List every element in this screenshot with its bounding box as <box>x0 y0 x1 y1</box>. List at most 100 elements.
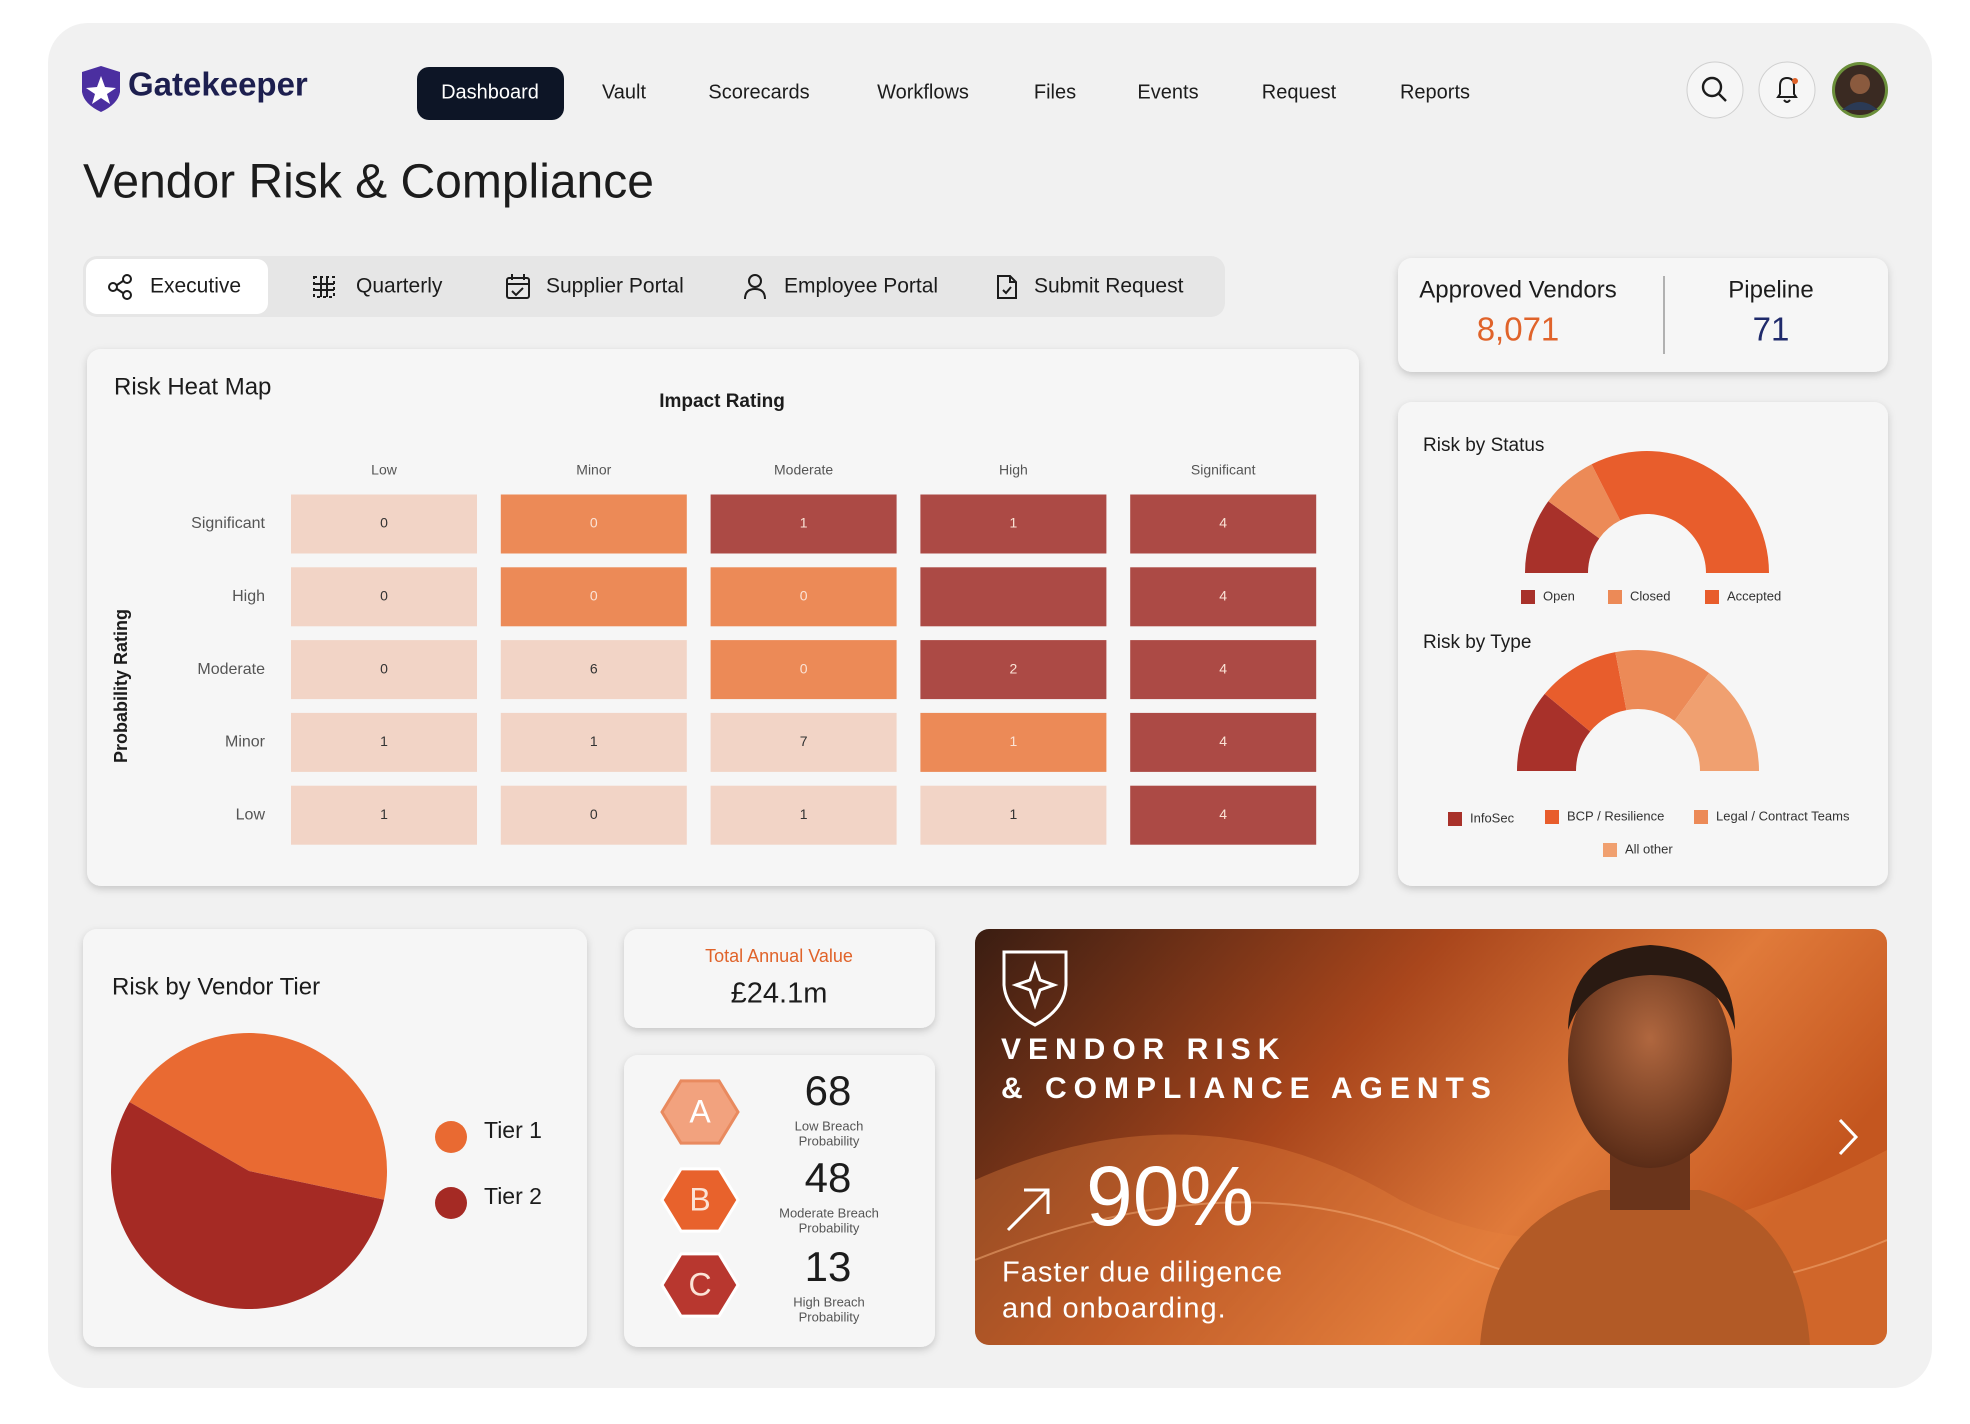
breach-label: Probability <box>799 1309 860 1324</box>
kpi-card <box>1398 258 1888 372</box>
legend-swatch <box>1521 590 1535 604</box>
cell-value: 7 <box>800 733 808 749</box>
notifications-button[interactable] <box>1758 61 1816 119</box>
heat-cell <box>710 494 897 554</box>
donut-segment <box>1517 693 1591 771</box>
banner-logo <box>1002 950 1068 1027</box>
cell-value: 0 <box>800 660 808 676</box>
cell-value: 4 <box>1219 515 1227 531</box>
donut-segment <box>1674 673 1759 771</box>
nav-item[interactable]: Workflows <box>877 81 969 103</box>
legend-dot <box>435 1121 467 1153</box>
banner-next[interactable] <box>1838 1118 1859 1156</box>
nav-item[interactable]: Request <box>1262 81 1337 103</box>
avatar-body <box>1842 102 1878 110</box>
heat-cell <box>500 567 687 627</box>
kpi-label: Pipeline <box>1728 276 1813 303</box>
cell-value: 1 <box>800 515 808 531</box>
heat-cell <box>1130 494 1317 554</box>
page-title: Vendor Risk & Compliance <box>83 156 654 209</box>
cell-value: 1 <box>380 806 388 822</box>
heat-cell <box>500 640 687 700</box>
heat-cell <box>920 785 1107 845</box>
nav-item[interactable]: Files <box>1034 81 1076 103</box>
tab[interactable]: Supplier Portal <box>546 275 684 298</box>
breach-value: 48 <box>805 1154 852 1201</box>
cell-value: 0 <box>590 515 598 531</box>
heat-cell <box>710 567 897 627</box>
total-value-card <box>624 929 935 1028</box>
heat-cell <box>291 640 477 700</box>
banner-heading: & COMPLIANCE AGENTS <box>1001 1072 1498 1105</box>
donut-segment <box>1544 652 1627 732</box>
cell-value: 0 <box>380 515 388 531</box>
tab[interactable]: Quarterly <box>356 275 443 298</box>
donut-segment <box>1591 451 1769 573</box>
tab[interactable]: Executive <box>150 275 241 298</box>
kpi-value: 8,071 <box>1477 311 1560 348</box>
card-title: Risk by Vendor Tier <box>112 973 320 1000</box>
tab[interactable]: Employee Portal <box>784 275 938 298</box>
cell-value: 1 <box>380 733 388 749</box>
donut-segment <box>1548 464 1621 539</box>
cell-value: 1 <box>1010 733 1018 749</box>
grade-letter: B <box>689 1181 710 1217</box>
legend-dot <box>435 1187 467 1219</box>
banner <box>975 929 1887 1345</box>
cell-value: 4 <box>1219 660 1227 676</box>
cell-value: 0 <box>380 588 388 604</box>
cell-value: 4 <box>1219 806 1227 822</box>
heat-cell <box>1130 640 1317 700</box>
banner-figure-head <box>1568 952 1732 1168</box>
column-label: Moderate <box>774 462 833 478</box>
row-label: High <box>232 588 265 605</box>
axis-title: Impact Rating <box>659 391 785 412</box>
search-button[interactable] <box>1686 61 1744 119</box>
legend-label: InfoSec <box>1470 810 1515 825</box>
nav-item[interactable]: Events <box>1137 81 1198 103</box>
legend-swatch <box>1694 810 1708 824</box>
column-label: Significant <box>1191 462 1256 478</box>
card-title: Risk by Type <box>1423 632 1531 653</box>
heat-cell <box>500 785 687 845</box>
nav-item[interactable]: Scorecards <box>708 81 809 103</box>
total-label: Total Annual Value <box>705 946 853 966</box>
nav-item[interactable]: Reports <box>1400 81 1470 103</box>
brand: Gatekeeper <box>128 66 308 103</box>
row-label: Significant <box>191 515 265 532</box>
legend-label: Tier 1 <box>484 1117 542 1143</box>
cell-value: 0 <box>800 588 808 604</box>
breach-label: Probability <box>799 1133 860 1148</box>
breach-label: Moderate Breach <box>779 1205 879 1220</box>
logo-star <box>86 76 116 104</box>
legend-label: All other <box>1625 841 1673 856</box>
grade-letter: C <box>688 1266 711 1302</box>
search-icon <box>1718 93 1727 102</box>
breach-value: 13 <box>805 1243 852 1290</box>
heat-cell <box>291 494 477 554</box>
column-label: Low <box>371 462 398 478</box>
banner-figure-body <box>1480 1190 1810 1345</box>
heat-cell <box>291 712 477 772</box>
nav-item[interactable]: Dashboard <box>441 81 539 103</box>
banner-text: and onboarding. <box>1002 1293 1227 1325</box>
breach-label: Probability <box>799 1220 860 1235</box>
legend-label: Tier 2 <box>484 1183 542 1209</box>
heat-cell <box>291 567 477 627</box>
heat-cell <box>920 712 1107 772</box>
kpi-label: Approved Vendors <box>1419 276 1616 303</box>
card-title: Risk Heat Map <box>114 373 271 400</box>
tab[interactable]: Submit Request <box>1034 275 1184 298</box>
row-label: Low <box>236 806 266 823</box>
grade-hexagon <box>660 1167 740 1233</box>
heat-cell <box>920 567 1107 627</box>
search-icon <box>1701 76 1723 98</box>
pie-slice <box>129 1033 387 1200</box>
pie-slice <box>110 1102 384 1310</box>
nav-item[interactable]: Vault <box>602 81 647 103</box>
tab-bar <box>83 256 1225 317</box>
banner-figure-hair <box>1568 945 1735 1030</box>
bell-icon <box>1776 76 1798 103</box>
donut-segment <box>1615 650 1710 721</box>
cell-value: 4 <box>1219 588 1227 604</box>
